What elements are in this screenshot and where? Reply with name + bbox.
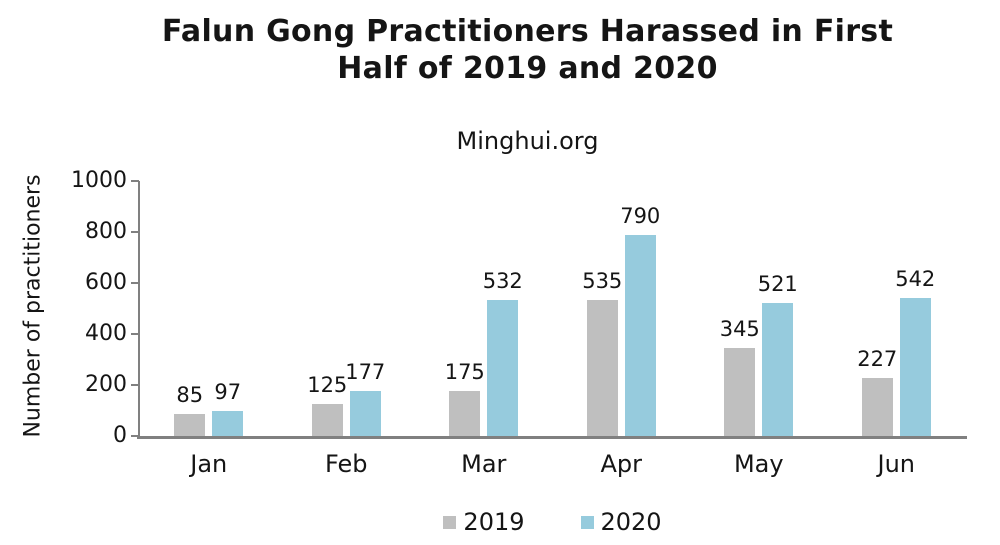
bar-value-2019-may: 345 [719,317,760,342]
chart-title-line-1: Falun Gong Practitioners Harassed in Fir… [161,14,894,49]
bar-2020-mar [487,300,519,436]
y-tick-mark-400 [131,333,139,335]
y-tick-label-400: 400 [85,321,127,346]
bar-value-2019-jun: 227 [857,347,898,372]
y-tick-mark-0 [131,435,139,437]
bar-2019-mar [449,391,481,436]
legend-swatch-2020 [580,515,594,529]
x-axis-line [137,436,967,439]
bar-2020-jun [899,297,931,436]
bar-2020-jan [212,411,244,436]
bar-2019-may [724,348,756,436]
bar-value-2020-mar: 532 [482,269,523,294]
legend-label-2019: 2019 [463,508,525,536]
bar-value-2019-jan: 85 [176,383,204,408]
y-tick-label-0: 0 [113,423,127,448]
bar-2019-jan [174,414,206,436]
x-tick-label-apr: Apr [600,450,643,478]
bar-2019-apr [586,299,618,436]
chart-title-line-2: Half of 2019 and 2020 [337,51,718,86]
legend-label-2020: 2020 [600,508,662,536]
bar-value-2019-feb: 125 [307,373,348,398]
y-tick-mark-200 [131,384,139,386]
x-tick-label-jun: Jun [877,450,916,478]
y-tick-label-800: 800 [85,219,127,244]
y-tick-mark-1000 [131,180,139,182]
y-tick-label-1000: 1000 [71,168,127,193]
y-tick-mark-600 [131,282,139,284]
bar-2020-may [762,303,794,436]
legend-swatch-2019 [443,515,457,529]
chart-subtitle: Minghui.org [456,127,599,155]
x-tick-label-jan: Jan [190,450,228,478]
chart-header: Falun Gong Practitioners Harassed in Fir… [55,13,1000,87]
bar-value-2020-apr: 790 [620,203,661,228]
bar-value-2020-may: 521 [757,272,798,297]
y-tick-label-600: 600 [85,270,127,295]
y-tick-label-200: 200 [85,372,127,397]
bar-value-2020-jan: 97 [214,380,242,405]
legend-item-2020: 2020 [580,508,662,536]
x-tick-label-mar: Mar [461,450,507,478]
y-tick-mark-800 [131,231,139,233]
bar-value-2019-apr: 535 [582,268,623,293]
bar-2020-apr [624,234,656,436]
bar-value-2020-jun: 542 [895,266,936,291]
legend-item-2019: 2019 [443,508,525,536]
bar-value-2020-feb: 177 [345,359,386,384]
y-axis-line [138,181,140,438]
legend: 2019 2020 [140,508,965,536]
x-tick-label-may: May [733,450,784,478]
bar-2019-feb [311,404,343,436]
bar-value-2019-mar: 175 [444,360,485,385]
x-tick-label-feb: Feb [325,450,368,478]
bar-2020-feb [349,390,381,436]
bar-2019-jun [861,378,893,436]
